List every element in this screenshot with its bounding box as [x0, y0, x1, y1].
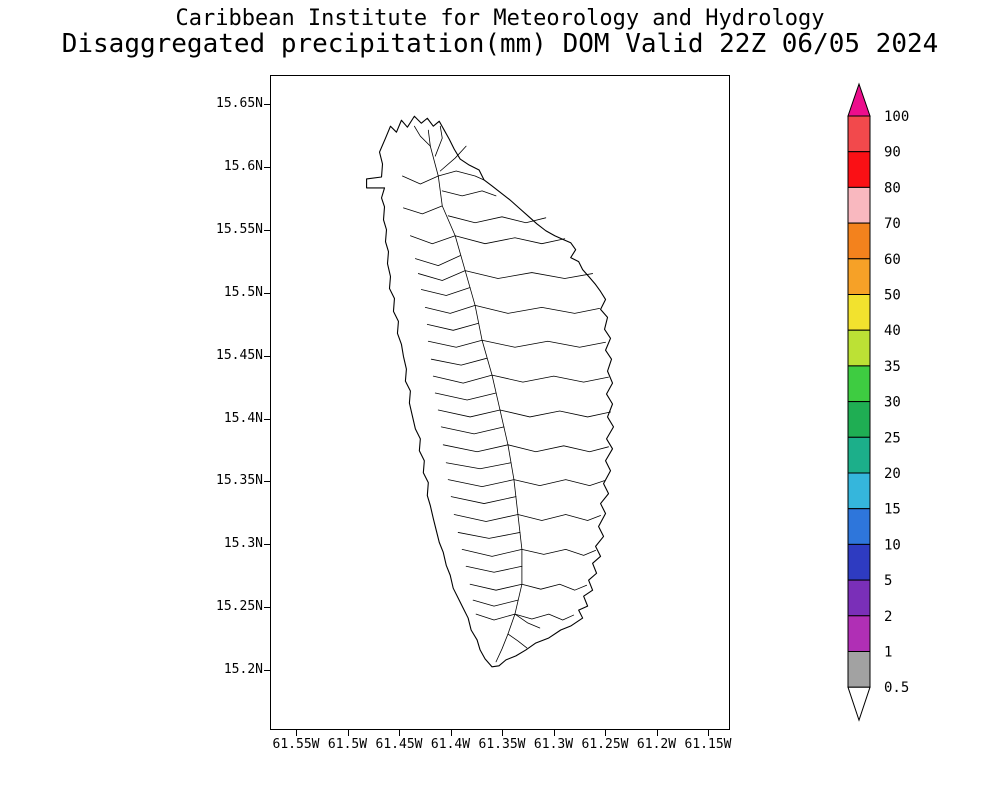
colorbar-cell — [847, 329, 871, 367]
colorbar-cell — [847, 615, 871, 652]
lon-tick-label: 61.3W — [533, 737, 574, 752]
lat-tick-mark — [264, 607, 270, 609]
lon-tick-label: 61.55W — [272, 737, 320, 752]
colorbar-label: 15 — [884, 502, 901, 518]
lat-tick-label: 15.35N — [216, 473, 263, 489]
lat-tick-label: 15.45N — [216, 347, 263, 363]
lon-tick-label: 61.4W — [430, 737, 471, 752]
lat-tick-mark — [264, 166, 270, 168]
lat-tick-mark — [264, 229, 270, 231]
lon-tick-mark — [399, 730, 400, 736]
lon-tick-label: 61.35W — [478, 737, 526, 752]
colorbar-cell — [847, 115, 871, 153]
lat-tick-mark — [264, 481, 270, 483]
colorbar-label: 35 — [884, 359, 901, 375]
colorbar-label: 20 — [884, 466, 901, 482]
colorbar-cell — [847, 472, 871, 510]
lat-tick-label: 15.2N — [223, 662, 263, 678]
colorbar-label: 60 — [884, 252, 901, 268]
colorbar-cell — [847, 222, 871, 260]
lat-tick-label: 15.6N — [223, 158, 263, 174]
colorbar-cell — [847, 436, 871, 474]
colorbar-label: 5 — [884, 573, 892, 589]
colorbar: 100 90 80 70 60 50 40 35 30 25 20 15 10 5 2 1 0.5 — [840, 80, 970, 760]
map-plot-area: 15.65N 15.6N 15.55N 15.5N 15.45N 15.4N 15.35N 1… — [216, 75, 731, 752]
colorbar-cell — [847, 651, 871, 688]
lon-tick-mark — [553, 730, 555, 736]
lon-tick-label: 61.2W — [636, 737, 677, 752]
colorbar-label: 70 — [884, 216, 901, 232]
colorbar-label: 90 — [884, 145, 901, 161]
lat-tick-mark — [264, 104, 270, 105]
colorbar-label: 100 — [884, 109, 909, 125]
lon-tick-mark — [605, 730, 606, 736]
colorbar-label: 80 — [884, 180, 901, 196]
colorbar-label: 2 — [884, 609, 892, 625]
colorbar-label: 0.5 — [884, 680, 909, 696]
figure-title-line2: Disaggregated precipitation(mm) DOM Vali… — [61, 29, 939, 59]
colorbar-arrow-bottom — [847, 686, 871, 722]
lat-tick-mark — [264, 292, 270, 294]
watershed-boundaries — [402, 125, 611, 663]
lat-tick-label: 15.3N — [223, 536, 263, 552]
colorbar-cell — [847, 294, 871, 331]
colorbar-cell — [847, 365, 871, 403]
lat-tick-label: 15.25N — [216, 599, 263, 615]
colorbar-cell — [847, 186, 871, 224]
colorbar-label: 30 — [884, 395, 901, 411]
colorbar-cell — [847, 258, 871, 296]
lat-tick-label: 15.65N — [216, 96, 263, 111]
colorbar-cell — [847, 579, 871, 617]
lon-tick-mark — [502, 730, 503, 736]
colorbar-scale: 100 90 80 70 60 50 40 35 30 25 20 15 10 5 2 1 0.5 — [847, 82, 909, 722]
colorbar-cell — [847, 151, 871, 188]
lat-tick-label: 15.55N — [216, 221, 263, 237]
dominica-coastline — [366, 115, 615, 668]
colorbar-cell — [847, 543, 871, 581]
colorbar-label: 10 — [884, 537, 901, 553]
lon-tick-label: 61.15W — [684, 737, 732, 752]
lat-tick-label: 15.5N — [223, 284, 263, 300]
lon-tick-label: 61.5W — [327, 737, 368, 752]
colorbar-cell — [847, 508, 871, 545]
lat-tick-mark — [264, 544, 270, 546]
dominica-map — [366, 115, 615, 668]
figure-title-line1: Caribbean Institute for Meteorology and … — [175, 6, 825, 31]
lon-tick-mark — [296, 730, 297, 736]
colorbar-cell — [847, 401, 871, 438]
colorbar-label: 50 — [884, 288, 901, 304]
lon-tick-label: 61.25W — [581, 737, 629, 752]
lon-tick-label: 61.45W — [375, 737, 423, 752]
lat-tick-label: 15.4N — [223, 410, 263, 426]
lon-tick-mark — [708, 730, 709, 736]
lon-tick-mark — [450, 730, 452, 736]
colorbar-label: 25 — [884, 430, 901, 446]
lat-tick-mark — [264, 670, 270, 672]
colorbar-label: 40 — [884, 323, 901, 339]
lon-tick-mark — [656, 730, 658, 736]
lat-tick-mark — [264, 418, 270, 420]
lat-tick-mark — [264, 355, 270, 357]
colorbar-arrow-top — [847, 82, 871, 117]
colorbar-label: 1 — [884, 645, 892, 661]
lon-tick-mark — [347, 730, 349, 736]
